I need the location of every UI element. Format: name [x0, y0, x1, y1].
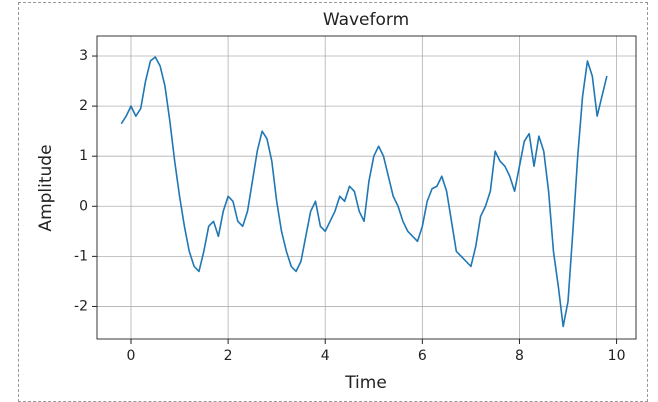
waveform-line: [120, 56, 608, 328]
x-tick-label: 6: [418, 348, 427, 364]
x-tick-label: 10: [608, 348, 626, 364]
y-tick-label: -1: [74, 248, 88, 264]
y-axis-label: Amplitude: [36, 144, 56, 231]
x-tick-label: 4: [321, 348, 330, 364]
chart-title: Waveform: [323, 10, 409, 30]
y-tick-label: 0: [79, 198, 88, 214]
x-tick-label: 2: [224, 348, 233, 364]
y-tick-label: 2: [79, 98, 88, 114]
x-tick-label: 8: [515, 348, 524, 364]
x-axis-label: Time: [344, 373, 387, 391]
page: {"chart_data": {"type": "line", "title":…: [18, 2, 648, 402]
y-tick-label: -2: [74, 298, 88, 314]
plot-frame: [96, 35, 637, 340]
plot-area: [97, 36, 636, 339]
y-tick-label: 1: [79, 148, 88, 164]
chart: Waveform Time Amplitude 0 2 4 6 8 10 -2 -1 0 1 2 3: [36, 10, 637, 391]
y-tick-label: 3: [79, 48, 88, 64]
x-tick-label: 0: [127, 348, 136, 364]
